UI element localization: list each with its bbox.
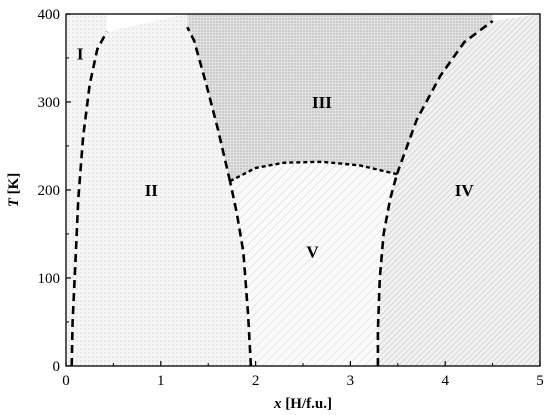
boundary-i-ii (70, 30, 108, 366)
region-ii-area (71, 14, 251, 366)
region-i-area (66, 14, 107, 366)
x-tick-label: 3 (347, 373, 355, 389)
phase-regions (66, 14, 540, 366)
region-iv-area (377, 14, 540, 366)
boundary-v-iv (376, 173, 399, 366)
y-tick-label: 400 (38, 7, 61, 23)
boundary-ii-iii (186, 26, 232, 182)
y-tick-label: 300 (38, 95, 61, 111)
region-iii-area (187, 14, 493, 182)
y-tick-label: 0 (53, 359, 61, 375)
boundary-iii-iv (395, 19, 494, 175)
x-axis: 0 1 2 3 4 5 (62, 361, 544, 389)
x-tick-label: 1 (157, 373, 165, 389)
region-i-label: I (77, 45, 84, 64)
region-iii-label: III (312, 93, 332, 112)
y-axis-title: T [K] (6, 173, 22, 208)
phase-boundaries (70, 19, 494, 366)
region-v-area (230, 161, 397, 366)
region-ii-label: II (145, 181, 159, 200)
x-tick-label: 4 (441, 373, 449, 389)
x-tick-label: 2 (252, 373, 260, 389)
y-tick-label: 100 (38, 271, 61, 287)
y-tick-label: 200 (38, 183, 61, 199)
boundary-iii-v (229, 160, 398, 183)
x-tick-label: 0 (62, 373, 70, 389)
region-iv-label: IV (455, 181, 475, 200)
x-tick-label: 5 (536, 373, 544, 389)
y-axis: 0 100 200 300 400 (38, 7, 71, 375)
region-v-label: V (306, 243, 319, 262)
x-axis-title: x [H/f.u.] (273, 396, 332, 412)
